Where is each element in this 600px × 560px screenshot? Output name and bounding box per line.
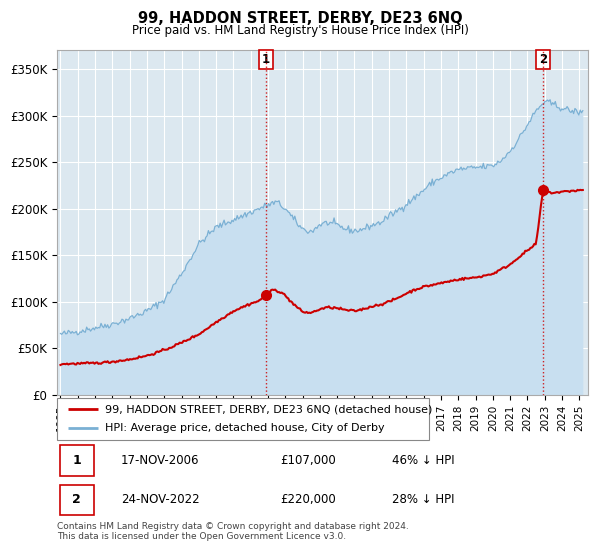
FancyBboxPatch shape bbox=[57, 398, 429, 440]
Text: £107,000: £107,000 bbox=[280, 454, 336, 467]
Text: 46% ↓ HPI: 46% ↓ HPI bbox=[392, 454, 454, 467]
Text: 1: 1 bbox=[262, 53, 270, 66]
Text: 99, HADDON STREET, DERBY, DE23 6NQ (detached house): 99, HADDON STREET, DERBY, DE23 6NQ (deta… bbox=[106, 404, 433, 414]
FancyBboxPatch shape bbox=[59, 445, 94, 476]
Text: 99, HADDON STREET, DERBY, DE23 6NQ: 99, HADDON STREET, DERBY, DE23 6NQ bbox=[137, 11, 463, 26]
Text: £220,000: £220,000 bbox=[280, 493, 336, 506]
Text: 2: 2 bbox=[72, 493, 81, 506]
Text: 28% ↓ HPI: 28% ↓ HPI bbox=[392, 493, 454, 506]
Text: 17-NOV-2006: 17-NOV-2006 bbox=[121, 454, 199, 467]
Text: 2: 2 bbox=[539, 53, 547, 66]
Text: HPI: Average price, detached house, City of Derby: HPI: Average price, detached house, City… bbox=[106, 423, 385, 433]
Text: 1: 1 bbox=[72, 454, 81, 467]
Text: Contains HM Land Registry data © Crown copyright and database right 2024.
This d: Contains HM Land Registry data © Crown c… bbox=[57, 522, 409, 542]
Text: Price paid vs. HM Land Registry's House Price Index (HPI): Price paid vs. HM Land Registry's House … bbox=[131, 24, 469, 36]
Text: 24-NOV-2022: 24-NOV-2022 bbox=[121, 493, 199, 506]
FancyBboxPatch shape bbox=[59, 484, 94, 515]
